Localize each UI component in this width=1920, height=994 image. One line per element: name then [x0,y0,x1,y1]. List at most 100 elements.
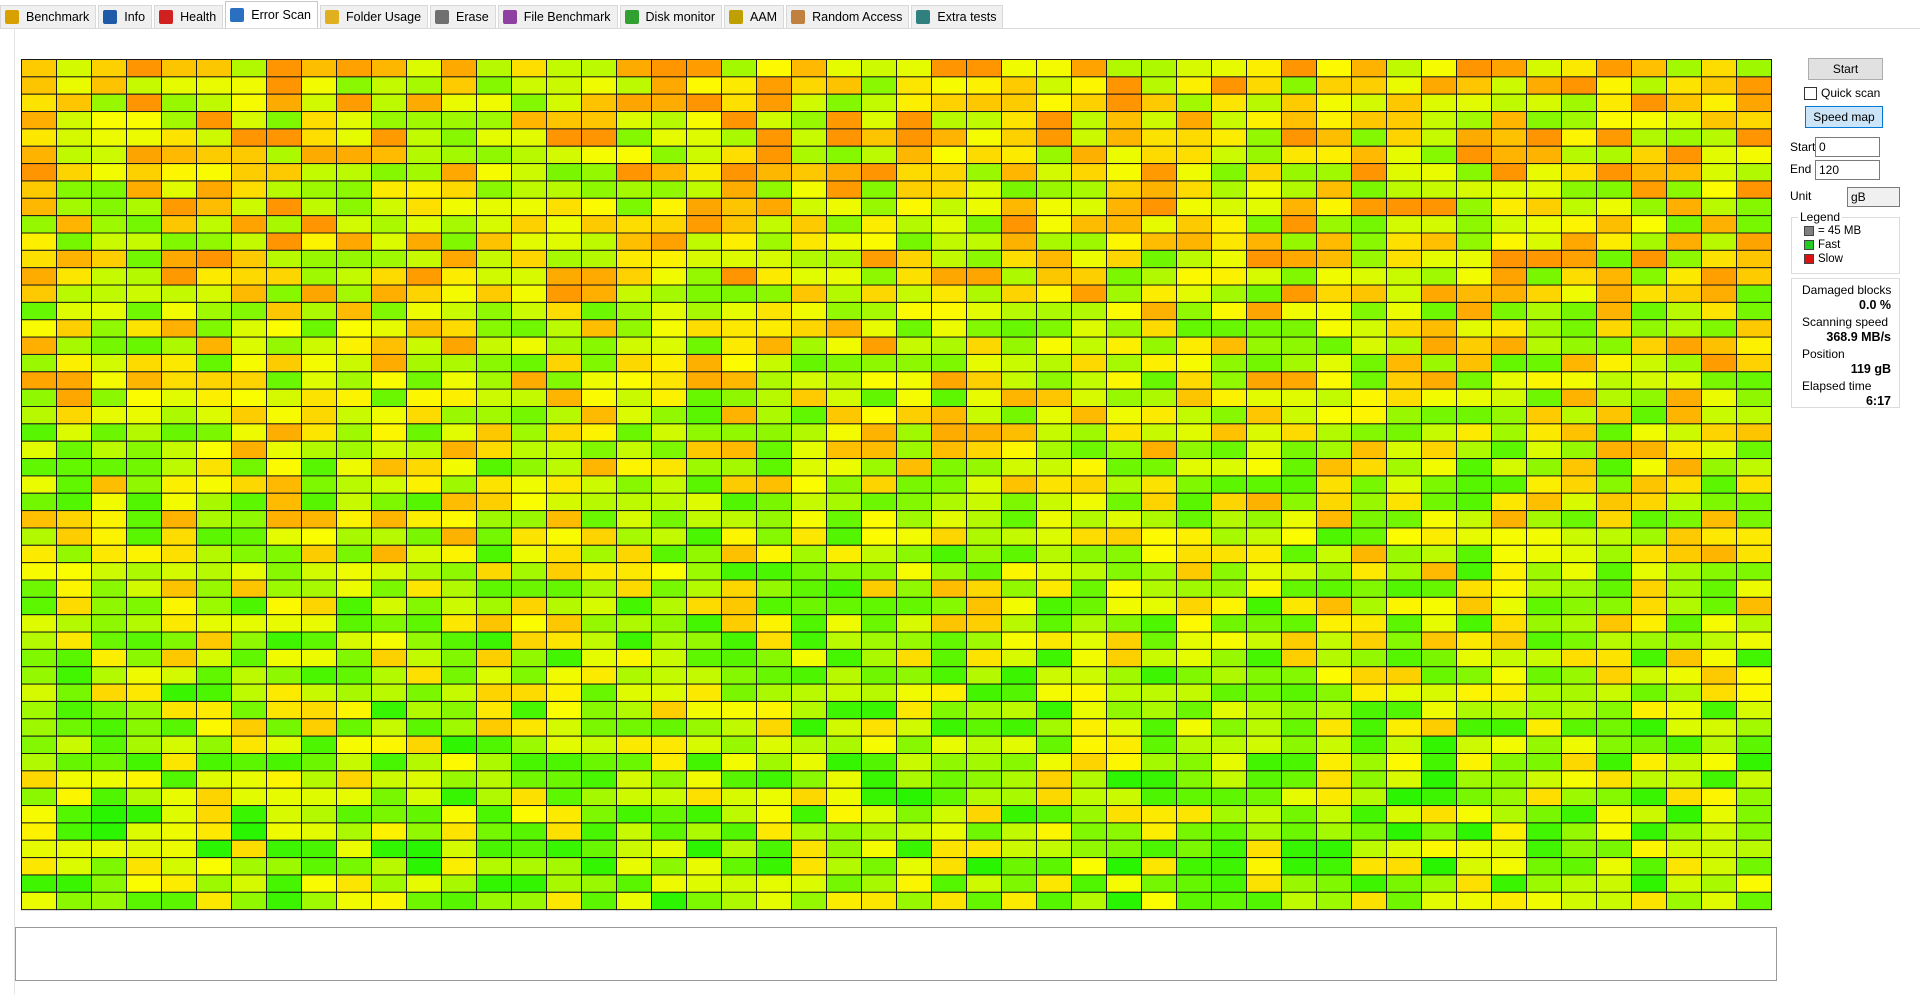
speed-block [1316,735,1352,755]
tab-icon [791,10,806,24]
speed-block [616,648,652,668]
speed-block [1386,700,1422,720]
start-button[interactable]: Start [1808,58,1883,80]
speed-block [546,440,582,460]
speed-block [371,197,407,217]
speed-block [1071,93,1107,113]
speed-block [441,753,477,772]
speed-block [1001,648,1037,668]
speed-block [91,76,127,95]
speed-block [21,249,57,269]
speed-block [1001,163,1037,182]
unit-select[interactable]: gB [1847,187,1900,207]
speed-block [161,197,197,217]
speed-block [511,336,547,355]
speed-block [1246,648,1282,668]
tab[interactable]: AAM [724,5,785,28]
tab[interactable]: Random Access [786,5,910,28]
speed-block [231,319,267,338]
speed-block [1141,111,1177,130]
speed-block [1176,93,1212,113]
tab[interactable]: Benchmark [0,5,97,28]
speed-block [546,614,582,633]
speed-block [826,336,862,355]
start-input[interactable]: 0 [1815,137,1880,157]
speed-block [1596,770,1632,789]
speed-block [1561,510,1597,529]
speed-block [1491,284,1527,303]
speed-map-button[interactable]: Speed map [1805,106,1883,128]
speed-block [196,805,232,824]
speed-block [1456,857,1492,876]
speed-block [1141,527,1177,546]
speed-block [1141,475,1177,494]
speed-block [756,423,792,442]
speed-block [1071,579,1107,598]
speed-block [1351,111,1387,130]
speed-block [161,839,197,859]
speed-block [1001,527,1037,546]
speed-block [336,111,372,130]
speed-block [1316,544,1352,564]
speed-block [196,666,232,685]
speed-block [126,631,162,650]
quick-scan[interactable]: Quick scan [1804,86,1880,100]
speed-block [406,631,442,650]
speed-block [441,683,477,702]
speed-block [1211,614,1247,633]
tab[interactable]: Folder Usage [319,5,429,28]
speed-block [546,301,582,321]
speed-block [616,579,652,598]
tab[interactable]: Erase [430,5,496,28]
speed-block [336,475,372,494]
speed-block [826,822,862,841]
speed-block [1561,614,1597,633]
tab[interactable]: File Benchmark [497,5,618,28]
speed-block [1071,787,1107,807]
speed-block [756,319,792,338]
speed-block [1351,562,1387,581]
speed-block [1421,770,1457,789]
speed-block [756,770,792,789]
speed-block [546,596,582,616]
tab[interactable]: Error Scan [225,1,318,28]
speed-block [826,891,862,911]
tab[interactable]: Health [154,5,224,28]
speed-block [616,163,652,182]
speed-block [1666,249,1702,269]
speed-block [1211,371,1247,390]
checkbox[interactable] [1804,86,1817,100]
speed-block [21,319,57,338]
speed-block [1141,805,1177,824]
speed-block [266,492,302,512]
end-input[interactable]: 120 [1815,160,1880,180]
speed-block [21,562,57,581]
speed-block [616,544,652,564]
speed-block [56,718,92,737]
speed-block [1491,336,1527,355]
speed-block [1316,631,1352,650]
speed-block [1701,857,1737,876]
tab[interactable]: Extra tests [911,5,1004,28]
tab[interactable]: Disk monitor [619,5,722,28]
speed-block [1701,891,1737,911]
speed-block [1491,388,1527,407]
speed-block [441,648,477,668]
speed-block [826,770,862,789]
speed-block [581,59,617,78]
tab[interactable]: Info [98,5,153,28]
speed-block [756,614,792,633]
speed-block [931,683,967,702]
speed-block [336,510,372,529]
speed-block [371,510,407,529]
speed-block [651,111,687,130]
speed-block [1106,76,1142,95]
speed-block [1526,163,1562,182]
speed-block [1421,700,1457,720]
speed-block [1631,249,1667,269]
speed-block [651,232,687,251]
start-label: Start [1790,140,1816,154]
speed-block [1561,59,1597,78]
speed-block [1176,336,1212,355]
speed-block [826,839,862,859]
